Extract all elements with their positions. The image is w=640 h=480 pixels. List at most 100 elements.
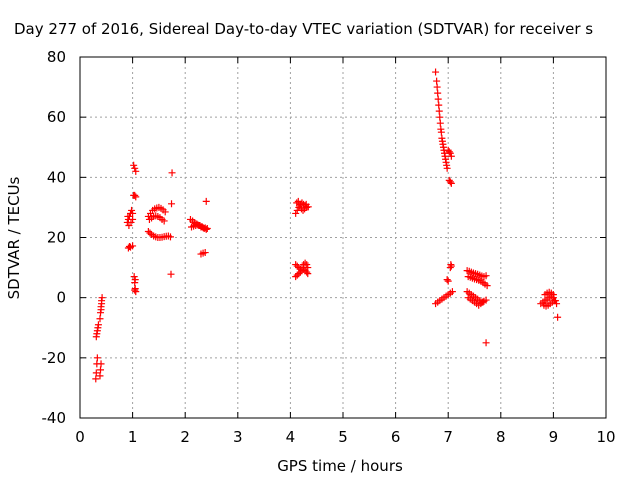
data-point [435, 107, 443, 115]
data-point [292, 209, 300, 217]
data-point [97, 306, 105, 314]
data-point [129, 209, 137, 217]
data-point [447, 179, 455, 187]
data-point [482, 272, 490, 280]
data-point [201, 249, 209, 257]
data-point [304, 270, 312, 278]
data-point [97, 366, 105, 374]
data-point [131, 286, 139, 294]
data-point [292, 261, 300, 269]
y-tick-label: 40 [47, 168, 66, 186]
data-point [448, 288, 456, 296]
data-point [202, 225, 210, 233]
data-point [446, 149, 454, 157]
data-point [303, 261, 311, 269]
x-tick-label: 6 [391, 428, 401, 446]
data-point [168, 200, 176, 208]
x-tick-label: 0 [75, 428, 85, 446]
data-point [443, 276, 451, 284]
data-point [295, 270, 303, 278]
data-point [293, 262, 301, 270]
data-point [92, 375, 100, 383]
data-point [132, 288, 140, 296]
data-point [98, 294, 106, 302]
x-tick-label: 10 [596, 428, 615, 446]
x-axis-label: GPS time / hours [277, 457, 403, 475]
x-tick-label: 7 [443, 428, 453, 446]
data-point [92, 369, 100, 377]
data-point [125, 243, 133, 251]
data-point [128, 206, 136, 214]
data-point [144, 227, 152, 235]
data-point [433, 83, 441, 91]
chart-title: Day 277 of 2016, Sidereal Day-to-day VTE… [14, 20, 593, 38]
grid-lines [80, 57, 606, 418]
data-point [437, 128, 445, 136]
data-point [166, 233, 174, 241]
data-point [97, 360, 105, 368]
data-point [296, 202, 304, 210]
x-tick-label: 4 [286, 428, 296, 446]
data-point [132, 167, 140, 175]
data-point [299, 206, 307, 214]
data-point [202, 197, 210, 205]
data-point [130, 191, 138, 199]
data-point [146, 229, 154, 237]
y-tick-label: 0 [56, 289, 66, 307]
x-tick-label: 3 [233, 428, 243, 446]
data-point [129, 215, 137, 223]
data-point [479, 298, 487, 306]
x-tick-label: 1 [128, 428, 138, 446]
data-point [131, 164, 139, 172]
data-point [434, 89, 442, 97]
data-point [483, 282, 491, 290]
data-point [93, 354, 101, 362]
y-tick-label: -20 [42, 349, 67, 367]
data-point [301, 205, 309, 213]
data-point [130, 161, 138, 169]
data-point [167, 270, 175, 278]
data-point [435, 101, 443, 109]
data-point [296, 268, 304, 276]
data-point [161, 208, 169, 216]
data-points [92, 68, 562, 383]
data-point [445, 148, 453, 156]
data-point [552, 297, 560, 305]
data-point [94, 321, 102, 329]
data-point [434, 95, 442, 103]
data-point [300, 265, 308, 273]
data-point [293, 199, 301, 207]
data-point [443, 164, 451, 172]
data-point [547, 289, 555, 297]
data-point [96, 372, 104, 380]
data-point [447, 262, 455, 270]
x-tick-label: 8 [496, 428, 506, 446]
data-point [303, 268, 311, 276]
y-tick-label: 20 [47, 229, 66, 247]
x-tick-label: 5 [338, 428, 348, 446]
y-tick-label: -40 [42, 409, 67, 427]
data-point [131, 276, 139, 284]
data-point [433, 77, 441, 85]
data-point [432, 68, 440, 76]
y-tick-label: 80 [47, 48, 66, 66]
data-point [168, 169, 176, 177]
data-point [92, 333, 100, 341]
data-point [294, 197, 302, 205]
data-point [160, 217, 168, 225]
x-tick-label: 2 [180, 428, 190, 446]
data-point [130, 273, 138, 281]
data-point [127, 218, 135, 226]
y-tick-label: 60 [47, 108, 66, 126]
data-point [444, 277, 452, 285]
data-point [98, 300, 106, 308]
data-point [292, 273, 300, 281]
data-point [129, 242, 137, 250]
data-point [124, 212, 132, 220]
data-point [436, 119, 444, 127]
data-point [293, 271, 301, 279]
data-point [553, 300, 561, 308]
data-point [446, 178, 454, 186]
data-point [96, 315, 104, 323]
